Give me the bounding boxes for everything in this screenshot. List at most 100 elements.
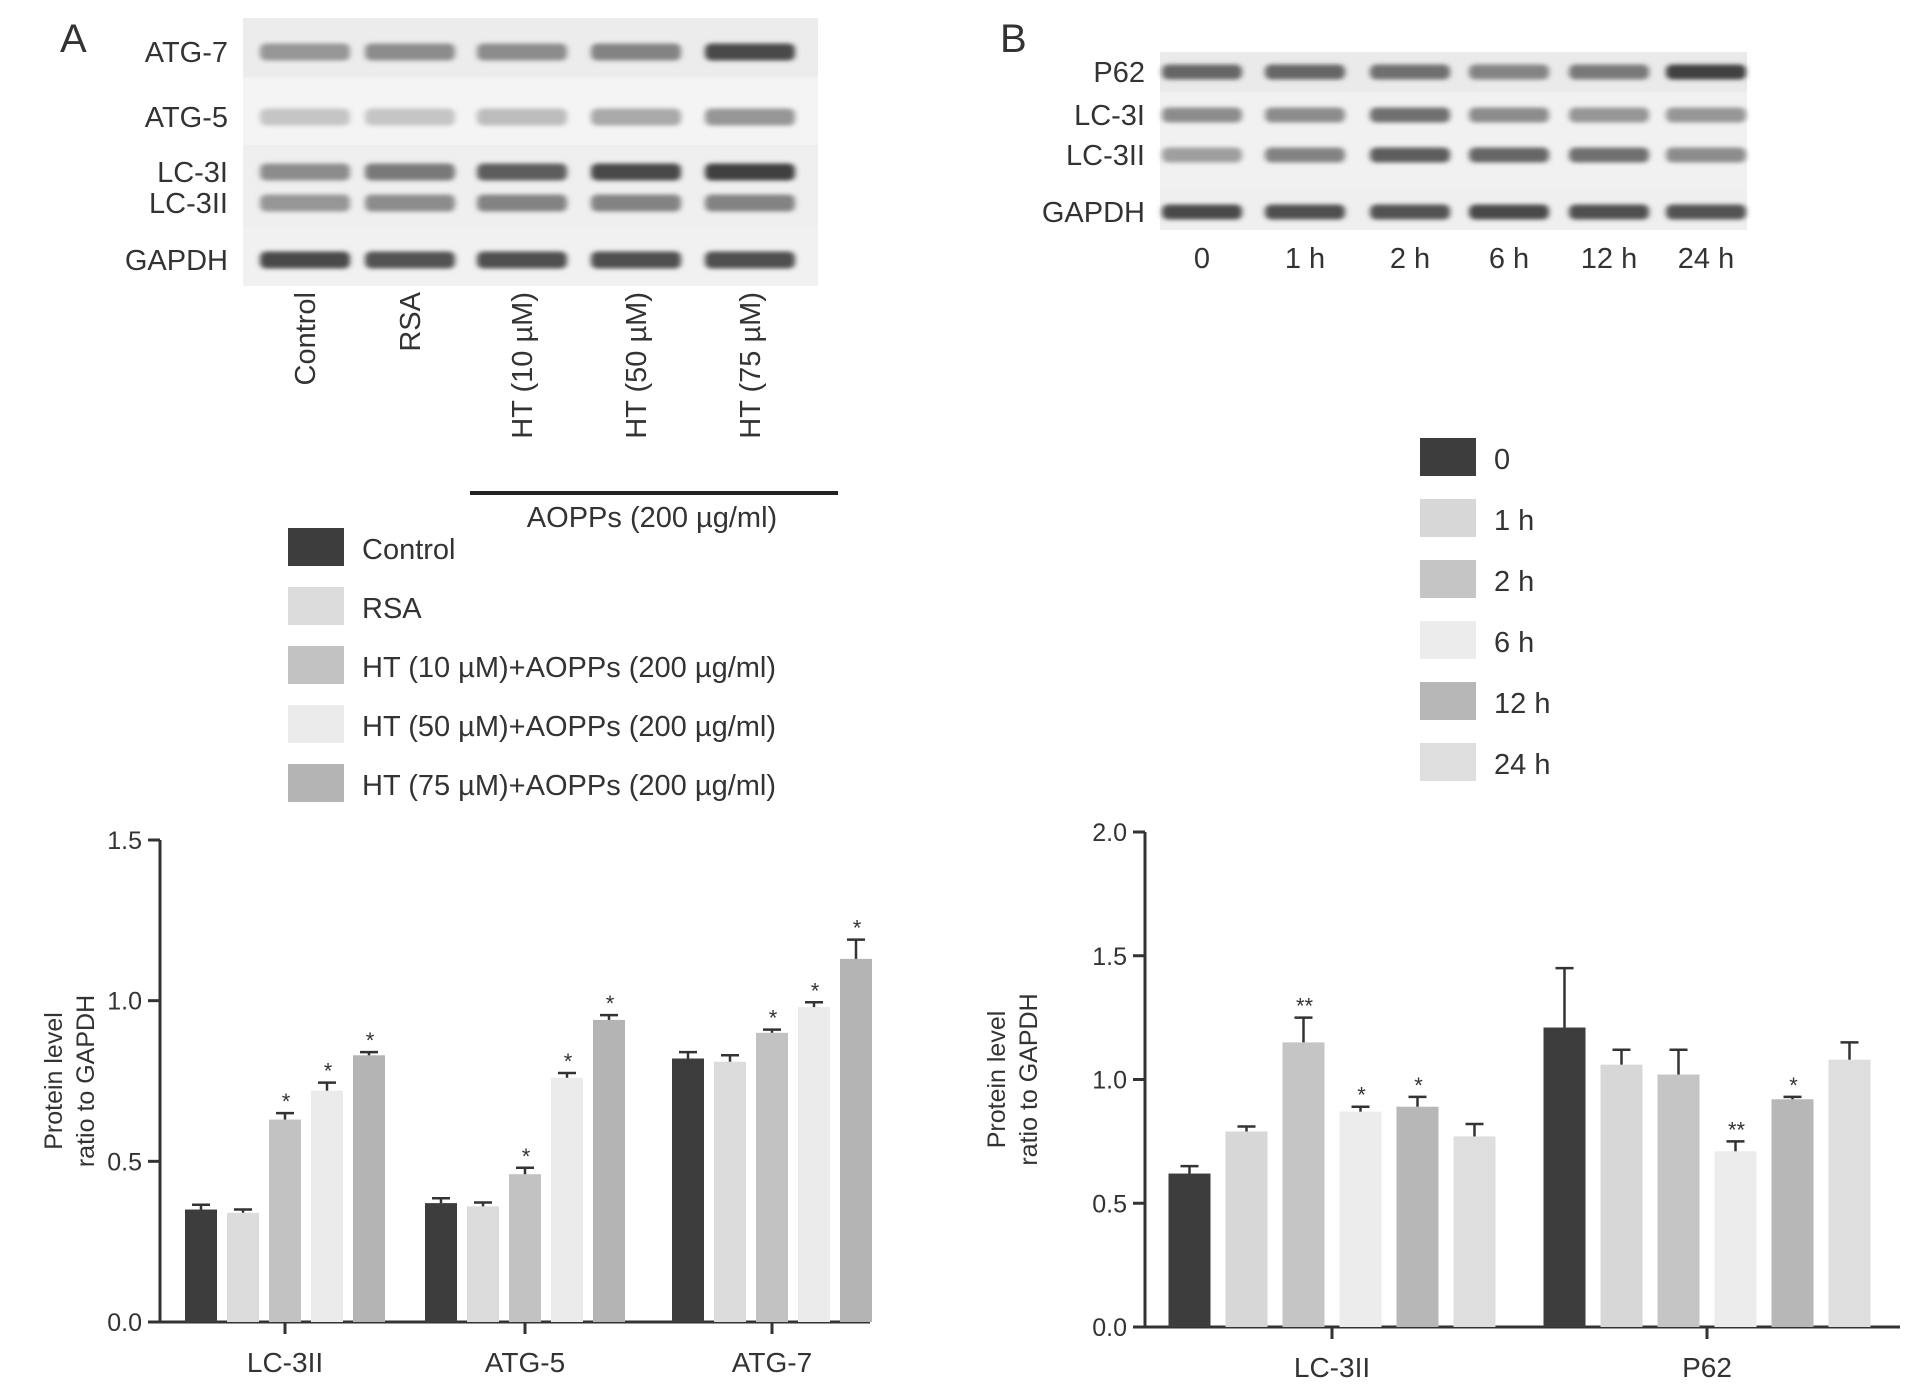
sig-marker-atg-7-4: *: [811, 978, 820, 1003]
sig-marker-atg-5-3: *: [522, 1144, 531, 1169]
lane-label-24-h: 24 h: [1678, 243, 1734, 275]
bar-chart-a: 0.0 0.5 1.0 1.5 Protein level ratio to GAPDH *…: [40, 827, 872, 1378]
legend-label-6: 24 h: [1494, 749, 1550, 781]
lane-label-1-h: 1 h: [1285, 243, 1325, 275]
sig-marker-lc-3ii-3: **: [1296, 994, 1314, 1019]
band-atg-7-lane-4: [591, 43, 681, 61]
y-tick-label-2: 0.5: [107, 1148, 142, 1176]
bar-lc-3ii-2: [227, 1212, 259, 1322]
blot-label-lc-3i: LC-3I: [1074, 100, 1145, 132]
blot-a-bands: [243, 18, 818, 286]
y-axis-label-line-2: ratio to GAPDH: [72, 995, 100, 1167]
bar-atg-5-5: [593, 1019, 625, 1322]
legend-swatch-6: [1420, 743, 1476, 781]
legend-label-2: RSA: [362, 593, 422, 625]
band-p62-lane-3: [1370, 64, 1450, 80]
bar-p62-4: [1714, 1151, 1757, 1327]
bar-lc-3ii-6: [1453, 1136, 1496, 1327]
lane-label-12-h: 12 h: [1581, 243, 1637, 275]
bar-atg-5-1: [425, 1203, 457, 1322]
bar-atg-7-4: [798, 1007, 830, 1322]
legend-a: Control RSA HT (10 µM)+AOPPs (200 µg/ml) HT…: [288, 528, 776, 802]
legend-swatch-2: [1420, 499, 1476, 537]
band-gapdh-lane-1: [260, 251, 350, 269]
band-lc-3i-lane-2: [365, 163, 455, 181]
blot-label-lc-3ii: LC-3II: [149, 188, 228, 220]
sig-marker-lc-3ii-5: *: [1414, 1073, 1423, 1098]
y-tick-label-4: 1.5: [1092, 943, 1127, 971]
band-lc-3ii-lane-1: [260, 194, 350, 212]
bar-lc-3ii-3: [1282, 1042, 1325, 1327]
blot-b-lane-labels: 0 1 h 2 h 6 h 12 h 24 h: [1194, 243, 1734, 275]
y-tick-label-5: 2.0: [1092, 819, 1127, 847]
legend-label-5: HT (75 µM)+AOPPs (200 µg/ml): [362, 770, 776, 802]
sig-marker-p62-4: **: [1728, 1117, 1746, 1142]
blot-strip-2: [1160, 94, 1747, 190]
sig-marker-atg-7-3: *: [769, 1006, 778, 1031]
blot-strip-3: [1160, 193, 1747, 230]
band-lc-3i-lane-4: [1469, 107, 1549, 123]
band-gapdh-lane-6: [1666, 204, 1746, 220]
sig-marker-lc-3ii-5: *: [366, 1028, 375, 1053]
band-gapdh-lane-5: [705, 251, 795, 269]
x-category-label-lc-3ii: LC-3II: [1294, 1352, 1370, 1383]
band-gapdh-lane-2: [1265, 204, 1345, 220]
blot-label-atg-7: ATG-7: [145, 37, 228, 69]
blot-label-gapdh: GAPDH: [1042, 197, 1145, 229]
band-lc-3i-lane-1: [1162, 107, 1242, 123]
y-axis-label: Protein level ratio to GAPDH: [983, 993, 1043, 1165]
band-lc-3ii-lane-2: [1265, 147, 1345, 163]
bar-p62-5: [1771, 1099, 1814, 1327]
band-lc-3ii-lane-4: [591, 194, 681, 212]
bar-atg-7-1: [672, 1058, 704, 1322]
y-tick-label-1: 0.0: [1092, 1314, 1127, 1342]
lane-label-rsa: RSA: [395, 291, 427, 351]
legend-swatch-2: [288, 587, 344, 625]
legend-swatch-4: [288, 705, 344, 743]
band-lc-3i-lane-6: [1666, 107, 1746, 123]
band-lc-3ii-lane-2: [365, 194, 455, 212]
blot-strip-3: [243, 148, 818, 225]
sig-marker-atg-7-5: *: [853, 916, 862, 941]
band-gapdh-lane-3: [477, 251, 567, 269]
legend-swatch-3: [1420, 560, 1476, 598]
y-tick-label-4: 1.5: [107, 827, 142, 855]
legend-swatch-1: [1420, 438, 1476, 476]
bar-atg-7-2: [714, 1061, 746, 1322]
band-lc-3ii-lane-6: [1666, 147, 1746, 163]
band-p62-lane-5: [1569, 64, 1649, 80]
bar-lc-3ii-2: [1225, 1131, 1268, 1327]
bar-atg-7-5: [840, 958, 872, 1322]
blot-b-row-labels: P62 LC-3I LC-3II GAPDH: [1042, 57, 1145, 229]
lane-label-ht-10-m: HT (10 µM): [507, 292, 539, 439]
legend-swatch-4: [1420, 621, 1476, 659]
bar-atg-7-3: [756, 1032, 788, 1322]
y-axis-label: Protein level ratio to GAPDH: [40, 995, 100, 1167]
y-axis-label-line-1: Protein level: [983, 1011, 1011, 1149]
y-tick-label-2: 0.5: [1092, 1190, 1127, 1218]
band-gapdh-lane-5: [1569, 204, 1649, 220]
panel-letter-a: A: [60, 17, 87, 61]
legend-label-4: 6 h: [1494, 627, 1534, 659]
sig-marker-atg-5-4: *: [564, 1049, 573, 1074]
band-lc-3ii-lane-5: [705, 194, 795, 212]
band-p62-lane-1: [1162, 64, 1242, 80]
y-tick-label-3: 1.0: [1092, 1067, 1127, 1095]
legend-label-1: Control: [362, 534, 456, 566]
blot-label-atg-5: ATG-5: [145, 102, 228, 134]
band-gapdh-lane-4: [591, 251, 681, 269]
bar-lc-3ii-5: [1396, 1106, 1439, 1327]
band-lc-3ii-lane-3: [477, 194, 567, 212]
bar-atg-5-4: [551, 1077, 583, 1322]
band-p62-lane-2: [1265, 64, 1345, 80]
bar-atg-5-2: [467, 1206, 499, 1322]
band-atg-7-lane-3: [477, 43, 567, 61]
bar-lc-3ii-4: [1339, 1111, 1382, 1327]
legend-label-2: 1 h: [1494, 505, 1534, 537]
band-atg-5-lane-4: [591, 108, 681, 126]
blot-a-lane-labels: Control RSA HT (10 µM) HT (50 µM) HT (75 µM): [290, 291, 767, 438]
band-lc-3ii-lane-5: [1569, 147, 1649, 163]
sig-marker-lc-3ii-4: *: [324, 1059, 333, 1084]
y-axis-label-line-1: Protein level: [40, 1012, 68, 1150]
